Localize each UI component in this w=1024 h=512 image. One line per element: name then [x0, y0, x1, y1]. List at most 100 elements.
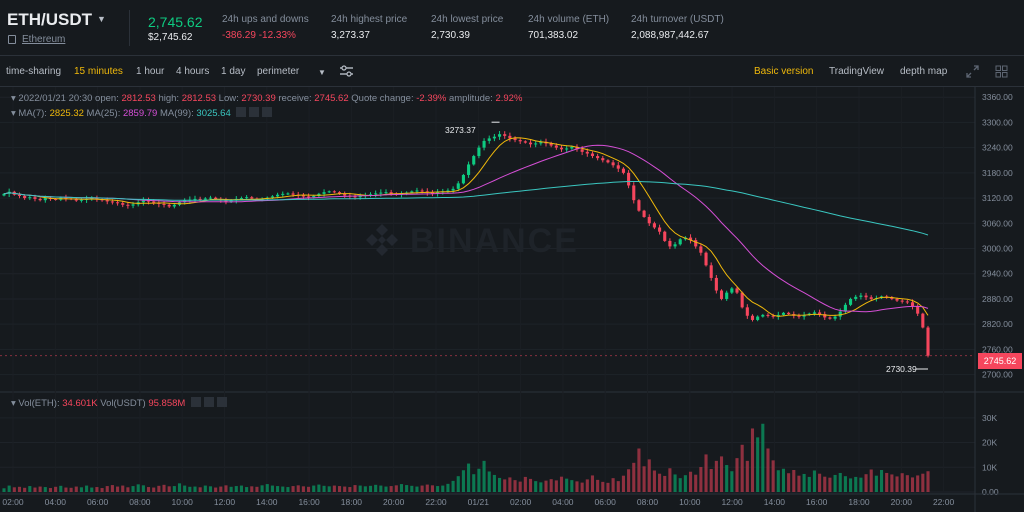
stat-24h-low: 24h lowest price 2,730.39: [431, 14, 503, 41]
ma-legend-caret-icon[interactable]: ▾: [11, 108, 19, 119]
candle-body: [472, 156, 476, 165]
candle-body: [761, 314, 765, 317]
volume-bar: [203, 485, 207, 492]
volume-bar: [28, 486, 32, 492]
candle-body: [322, 192, 326, 194]
price-tick-label: 3240.00: [982, 143, 1013, 153]
ma-visibility-icon[interactable]: [236, 107, 247, 117]
pair-dropdown-icon[interactable]: ▼: [97, 14, 106, 24]
volume-bar: [503, 479, 507, 492]
candle-body: [374, 193, 378, 195]
volume-bar: [565, 478, 569, 492]
volume-bar: [750, 428, 755, 492]
interval-perimeter[interactable]: perimeter: [257, 66, 300, 77]
volume-bar: [7, 485, 11, 492]
candle-body: [43, 198, 47, 201]
vol-close-icon[interactable]: [216, 397, 227, 407]
candle-body: [771, 315, 775, 317]
candle-body: [590, 153, 595, 157]
volume-bar: [121, 485, 125, 492]
candle-body: [849, 298, 853, 305]
volume-bar: [337, 486, 342, 492]
candle-body: [420, 190, 424, 192]
candle-body: [415, 190, 419, 192]
layout-grid-icon[interactable]: [995, 65, 1008, 78]
stat-value: 701,383.02: [528, 30, 579, 41]
volume-bar: [513, 480, 517, 492]
volume-bar: [921, 473, 925, 492]
candle-body: [208, 197, 213, 199]
candle-body: [467, 164, 471, 175]
candle-body: [203, 198, 207, 200]
pair-title[interactable]: ETH/USDT: [7, 10, 92, 29]
vol-settings-icon[interactable]: [203, 397, 214, 407]
volume-bar: [523, 476, 527, 492]
time-tick-label: 06:00: [595, 497, 617, 507]
volume-bar: [100, 488, 104, 492]
interval-dropdown-icon[interactable]: ▼: [318, 68, 326, 77]
candlestick-chart[interactable]: 3360.00 3300.00 3240.00 3180.00 3120.00 3060.…: [0, 87, 1024, 512]
indicator-settings-icon[interactable]: [340, 65, 353, 77]
price-tick-label: 2940.00: [982, 269, 1013, 279]
ma-close-icon[interactable]: [262, 107, 273, 117]
volume-bar: [575, 481, 579, 492]
time-tick-label: 08:00: [637, 497, 659, 507]
legend-vol-eth: 34.601K: [62, 398, 98, 409]
candle-body: [838, 311, 842, 317]
volume-bar: [559, 476, 564, 492]
candle-body: [126, 204, 130, 206]
time-tick-label: 04:00: [552, 497, 574, 507]
vol-visibility-icon[interactable]: [190, 397, 201, 407]
interval-1-day[interactable]: 1 day: [221, 66, 246, 77]
volume-bar: [658, 473, 662, 492]
legend-open-label: open:: [95, 93, 119, 104]
interval-15-minutes[interactable]: 15 minutes: [74, 66, 123, 77]
volume-bar: [627, 469, 631, 492]
price-tick-label: 2880.00: [982, 294, 1013, 304]
candle-body: [910, 302, 915, 307]
volume-bar: [394, 485, 398, 492]
volume-bar: [183, 485, 187, 492]
volume-bar: [172, 486, 176, 492]
fullscreen-icon[interactable]: [966, 65, 979, 78]
volume-bar: [642, 466, 646, 492]
candle-body: [709, 265, 713, 278]
candle-body: [859, 295, 863, 297]
view-depth-map[interactable]: depth map: [900, 66, 948, 77]
volume-bar: [833, 474, 837, 492]
candle-body: [621, 168, 625, 173]
candle-body: [921, 313, 925, 328]
volume-tick-label: 0.00: [982, 487, 999, 497]
volume-bar: [885, 472, 889, 492]
interval-4-hours[interactable]: 4 hours: [176, 66, 210, 77]
volume-bar: [219, 486, 223, 492]
candle-body: [482, 140, 486, 148]
view-basic-version[interactable]: Basic version: [754, 66, 814, 77]
interval-time-sharing[interactable]: time-sharing: [6, 66, 62, 77]
volume-bar: [126, 487, 130, 492]
volume-bar: [379, 485, 383, 492]
volume-tick-label: 30K: [982, 413, 997, 423]
time-tick-label: 02:00: [2, 497, 24, 507]
legend-caret-icon[interactable]: ▾: [11, 93, 19, 104]
volume-legend-caret-icon[interactable]: ▾: [11, 398, 19, 409]
volume-bar: [528, 478, 533, 492]
candle-body: [766, 314, 770, 316]
candle-body: [787, 312, 791, 315]
volume-bar: [905, 475, 909, 492]
candle-body: [193, 198, 197, 200]
candle-body: [498, 134, 502, 137]
candle-body: [337, 192, 342, 194]
candle-body: [79, 199, 83, 201]
candle-body: [245, 197, 249, 199]
view-tradingview[interactable]: TradingView: [829, 66, 885, 77]
volume-bar: [2, 488, 6, 492]
candle-body: [714, 277, 718, 291]
pair-subtitle-link[interactable]: Ethereum: [22, 34, 66, 45]
interval-1-hour[interactable]: 1 hour: [136, 66, 165, 77]
time-tick-label: 16:00: [806, 497, 828, 507]
price-tick-label: 3180.00: [982, 168, 1013, 178]
ma-settings-icon[interactable]: [249, 107, 260, 117]
volume-bar: [467, 463, 471, 492]
volume-bar: [296, 485, 300, 492]
